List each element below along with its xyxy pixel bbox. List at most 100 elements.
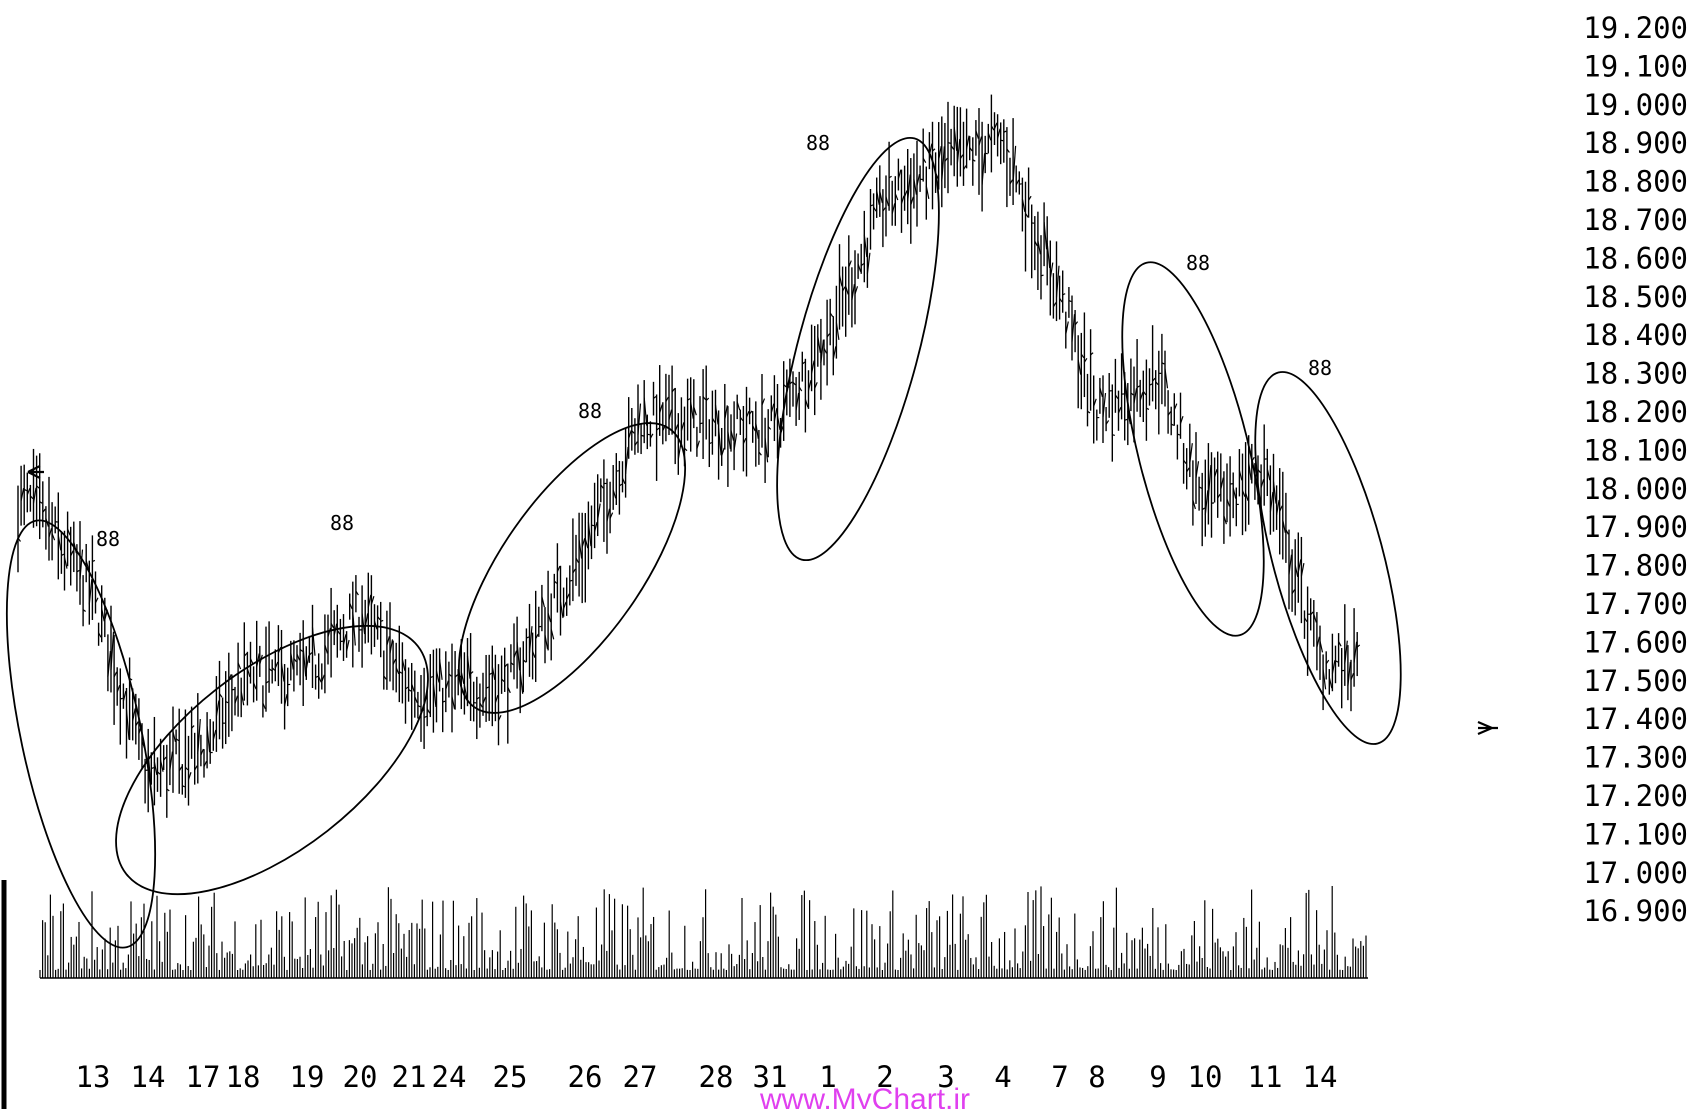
price-bar [305,646,310,680]
price-bar [479,683,483,728]
price-bar [494,654,499,722]
price-bar [1220,453,1224,502]
price-bar [1176,424,1181,460]
price-bar [1139,379,1144,418]
price-bar [745,386,750,477]
price-bar [386,610,390,690]
price-bar [314,664,319,690]
price-bar [748,397,753,425]
price-bar [1223,471,1227,544]
price-bar [640,423,644,455]
price-bar [63,530,68,591]
y-tick-label: 18.600 [1583,241,1688,275]
price-bar [851,267,855,328]
price-bar [677,413,682,475]
price-bar [293,640,297,692]
price-bar [507,663,511,744]
price-bar [866,237,871,288]
price-bar [283,664,288,730]
price-bar [876,177,880,218]
price-bar [910,158,914,244]
price-bar [110,605,115,693]
pattern-oval-label: 88 [1308,356,1332,380]
price-bar [197,693,201,784]
price-bar [231,674,235,732]
price-bar [1083,312,1088,398]
price-bar [1297,532,1302,603]
y-tick-label: 18.800 [1583,165,1688,199]
price-bar [1189,423,1193,477]
price-bar [1071,295,1076,361]
price-bar [727,406,731,487]
y-tick-label: 17.700 [1583,587,1688,621]
price-bar [714,389,719,437]
price-bar [153,716,158,806]
y-tick-label: 17.300 [1583,741,1688,775]
price-bar [702,369,707,460]
y-tick-label: 18.200 [1583,395,1688,429]
price-bar [835,285,840,359]
price-bar [265,626,269,712]
price-bar [801,351,806,382]
price-bar [243,622,248,701]
price-bar [445,651,449,713]
price-bar [1158,350,1162,435]
price-bar [969,136,973,161]
price-bar [249,641,254,684]
y-tick-label: 18.100 [1583,433,1688,467]
x-tick-label: 26 [568,1060,603,1094]
price-bar [407,667,412,702]
price-bar [1111,384,1115,462]
price-bar [1229,456,1233,537]
price-bar [894,176,899,226]
price-bar [649,421,654,447]
x-tick-label: 14 [131,1060,166,1094]
price-bar [1012,118,1017,206]
price-bar [311,604,316,689]
price-bar [879,165,883,217]
price-bar [1353,608,1358,687]
price-bar [690,377,694,452]
price-bar [79,521,84,605]
price-bar [355,575,359,613]
price-bar [1238,449,1243,497]
price-bar [919,165,923,192]
price-bar [525,628,530,663]
price-bar [156,757,161,792]
price-bar [287,667,291,707]
x-tick-label: 17 [186,1060,221,1094]
price-bar [848,235,852,315]
pattern-oval [5,519,157,949]
price-bar [1195,432,1200,504]
price-bar [1114,358,1119,413]
price-bar [1105,407,1110,432]
price-bar [299,632,303,686]
price-bar [680,397,685,448]
price-bar [1210,452,1215,538]
price-bar [246,651,251,706]
price-bar [612,465,617,510]
price-bar [209,719,213,764]
price-bar [826,299,831,386]
price-bar [1148,368,1153,406]
price-bar [1325,651,1330,680]
price-bar [820,318,824,400]
price-bar [1226,463,1231,523]
price-bar [944,122,948,189]
price-bar [1034,216,1038,271]
price-bar [349,593,353,620]
price-bar [221,697,226,749]
price-bar [1154,370,1159,410]
x-tick-label: 7 [1051,1060,1068,1094]
price-bar [845,266,849,337]
x-tick-label: 19 [290,1060,325,1094]
price-bar [193,732,198,785]
price-bar [1046,216,1051,286]
price-bar [339,618,343,651]
price-bar [1142,370,1147,422]
y-tick-label: 18.000 [1583,472,1688,506]
price-bar [531,632,536,680]
price-bar [135,693,139,745]
price-bar [271,659,276,684]
price-bar [1052,273,1057,319]
